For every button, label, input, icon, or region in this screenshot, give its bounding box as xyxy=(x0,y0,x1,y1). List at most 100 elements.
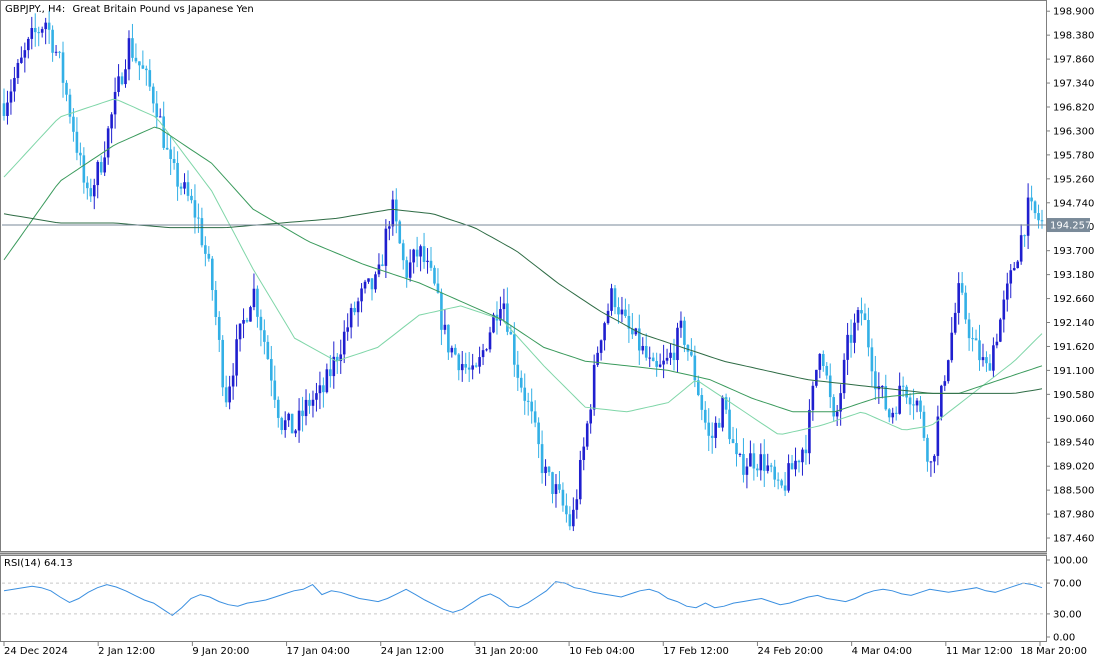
candle xyxy=(801,447,804,476)
candle-body xyxy=(238,323,242,340)
candle-body xyxy=(676,327,679,361)
candle-body xyxy=(745,466,749,475)
candle-body xyxy=(971,338,974,340)
candle-body xyxy=(61,52,65,83)
time-tick-label: 18 Mar 20:00 xyxy=(1020,646,1087,657)
candle-body xyxy=(20,57,23,63)
candle xyxy=(47,10,51,44)
candle xyxy=(544,459,547,486)
candle xyxy=(360,283,363,313)
candle-body xyxy=(617,307,620,315)
candle xyxy=(304,389,308,426)
candle-body xyxy=(610,288,613,311)
price-axis[interactable]: 198.900 198.380 197.860 197.340 196.820 196.3… xyxy=(1046,7,1094,545)
candle xyxy=(950,317,954,363)
time-axis[interactable]: 24 Dec 2024 2 Jan 12:00 9 Jan 20:00 17 Jan … xyxy=(3,642,1087,657)
time-tick-label: 11 Mar 12:00 xyxy=(946,646,1013,657)
candle xyxy=(610,283,613,316)
rsi-axis[interactable]: 100.00 70.00 30.00 0.00 xyxy=(2,556,1088,644)
candle xyxy=(530,388,533,424)
candle-body xyxy=(318,385,322,394)
candle-body xyxy=(780,480,783,486)
candle xyxy=(103,141,106,177)
candle xyxy=(322,377,325,408)
candle-body xyxy=(1023,235,1026,237)
candle xyxy=(502,288,506,322)
candle xyxy=(30,16,34,50)
candle xyxy=(96,160,100,199)
candle-body xyxy=(967,319,971,339)
candle xyxy=(842,353,846,399)
candle xyxy=(44,17,47,45)
price-tick-label: 196.820 xyxy=(1053,102,1094,113)
candle-body xyxy=(363,281,367,289)
candle xyxy=(690,338,693,357)
candle-body xyxy=(134,57,138,62)
time-tick-label: 17 Feb 12:00 xyxy=(663,646,729,657)
candle xyxy=(61,41,65,98)
candle xyxy=(266,335,270,360)
candle xyxy=(172,146,176,170)
candle xyxy=(606,303,610,325)
candle-body xyxy=(811,385,815,410)
candle xyxy=(617,297,620,324)
candle-body xyxy=(568,514,572,527)
candle-body xyxy=(106,128,110,158)
candle xyxy=(398,219,402,245)
candle xyxy=(464,352,468,374)
candle xyxy=(110,112,113,144)
candle xyxy=(499,296,502,326)
candle xyxy=(318,371,322,410)
candle xyxy=(54,45,58,56)
candle xyxy=(9,79,13,115)
price-tick-label: 189.540 xyxy=(1053,438,1094,449)
candle xyxy=(155,91,159,129)
candle xyxy=(145,65,148,86)
price-tick-label: 195.260 xyxy=(1053,174,1094,185)
candle xyxy=(849,319,853,358)
price-tick-label: 194.740 xyxy=(1053,198,1094,209)
price-tick-label: 189.020 xyxy=(1053,462,1094,473)
candle xyxy=(204,236,207,267)
candle xyxy=(228,375,231,410)
candle-body xyxy=(429,260,433,268)
candle-body xyxy=(217,317,221,340)
candle xyxy=(783,471,787,497)
candle xyxy=(721,395,724,432)
candle-body xyxy=(894,412,898,414)
candle xyxy=(735,428,738,467)
candle-body xyxy=(245,320,249,322)
candle xyxy=(183,173,186,195)
candle-body xyxy=(697,380,700,396)
candle-body xyxy=(374,274,377,290)
price-series-layer xyxy=(2,10,1044,532)
candle-body xyxy=(565,505,568,515)
candle xyxy=(426,248,429,274)
candle xyxy=(349,303,353,339)
candle-body xyxy=(457,354,461,371)
candle-body xyxy=(342,331,346,355)
candle xyxy=(165,133,169,151)
price-panel-frame xyxy=(0,0,1047,552)
candle xyxy=(1023,234,1026,247)
candle xyxy=(953,302,957,335)
candle xyxy=(631,313,634,340)
candle-body xyxy=(297,410,301,431)
candle xyxy=(148,59,152,91)
candle-body xyxy=(929,461,933,463)
candle xyxy=(808,399,811,465)
candle xyxy=(717,418,721,429)
candle xyxy=(762,439,766,487)
candle xyxy=(99,155,103,175)
rsi-tick-label: 30.00 xyxy=(1053,609,1082,620)
candle-body xyxy=(16,62,20,78)
candle xyxy=(443,309,447,335)
candle xyxy=(575,489,579,519)
candle-body xyxy=(92,185,96,197)
candle-body xyxy=(138,61,141,66)
time-tick-label: 9 Jan 20:00 xyxy=(192,646,249,657)
candle xyxy=(846,322,849,375)
candle-body xyxy=(825,365,829,376)
price-tick-label: 196.300 xyxy=(1053,126,1094,137)
